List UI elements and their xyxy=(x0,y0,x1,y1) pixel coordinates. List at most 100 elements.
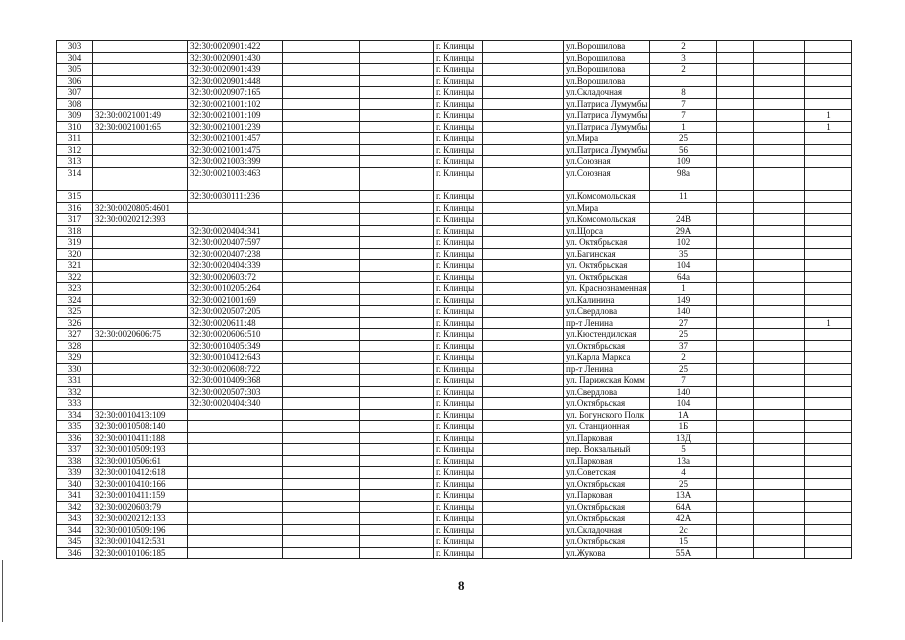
cell-house xyxy=(649,201,718,214)
cell-cad2 xyxy=(187,546,283,559)
cell-cad2 xyxy=(187,408,283,421)
cell-num: 335 xyxy=(56,420,93,433)
cell-city: г. Клинцы xyxy=(433,328,483,341)
cell-c11 xyxy=(753,132,806,145)
cell-num: 315 xyxy=(56,190,93,203)
table-row: 346 32:30:0010106:185 г. Клинцы ул.Жукова 55… xyxy=(56,546,853,559)
cell-c5 xyxy=(359,351,434,364)
cell-c5 xyxy=(359,489,434,502)
cell-c4 xyxy=(282,236,360,249)
cell-cad2: 32:30:0021001:239 xyxy=(187,120,283,133)
table-row: 315 32:30:0030111:236 г. Клинцы ул.Комсомол… xyxy=(56,190,853,203)
table-body: 303 32:30:0020901:422 г. Клинцы ул.Ворошило… xyxy=(56,40,853,559)
table-row: 337 32:30:0010509:193 г. Клинцы пер. Вокзал… xyxy=(56,443,853,456)
cell-cad2 xyxy=(187,420,283,433)
cell-street: ул.Парковая xyxy=(562,489,651,502)
cell-city: г. Клинцы xyxy=(433,431,483,444)
cell-street: ул. Октябрьская xyxy=(562,236,651,249)
cell-c4 xyxy=(282,155,360,168)
cell-house: 25 xyxy=(649,362,718,375)
cell-street: ул. Октябрьская xyxy=(562,259,651,272)
cell-c4 xyxy=(282,201,360,214)
cell-cad1 xyxy=(92,305,188,318)
cell-num: 303 xyxy=(56,40,93,53)
cell-c11 xyxy=(753,351,806,364)
cell-c7 xyxy=(482,166,564,191)
cell-c10 xyxy=(716,512,755,525)
cell-num: 340 xyxy=(56,477,93,490)
cell-cad2: 32:30:0020404:340 xyxy=(187,397,283,410)
cell-c5 xyxy=(359,523,434,536)
cell-num: 312 xyxy=(56,143,93,156)
cell-house xyxy=(649,74,718,87)
cell-num: 327 xyxy=(56,328,93,341)
cell-c7 xyxy=(482,443,564,456)
cell-cad1 xyxy=(92,236,188,249)
cell-c12 xyxy=(804,143,853,156)
cell-c4 xyxy=(282,305,360,318)
cell-c5 xyxy=(359,454,434,467)
cell-street: ул.Союзная xyxy=(562,155,651,168)
cell-cad2: 32:30:0021003:399 xyxy=(187,155,283,168)
cell-city: г. Клинцы xyxy=(433,224,483,237)
cell-c10 xyxy=(716,166,755,191)
cell-c4 xyxy=(282,270,360,283)
cell-c7 xyxy=(482,512,564,525)
cell-num: 345 xyxy=(56,535,93,548)
cell-city: г. Клинцы xyxy=(433,270,483,283)
cell-c7 xyxy=(482,385,564,398)
cell-c7 xyxy=(482,351,564,364)
cell-num: 326 xyxy=(56,316,93,329)
cell-c11 xyxy=(753,190,806,203)
table-row: 335 32:30:0010508:140 г. Клинцы ул. Станцио… xyxy=(56,420,853,433)
cell-c12 xyxy=(804,224,853,237)
cell-cad2 xyxy=(187,512,283,525)
cell-c4 xyxy=(282,293,360,306)
cell-city: г. Клинцы xyxy=(433,51,483,64)
cell-street: ул.Советская xyxy=(562,466,651,479)
cell-c12 xyxy=(804,535,853,548)
cell-c11 xyxy=(753,63,806,76)
cell-num: 316 xyxy=(56,201,93,214)
cell-street: ул.Кюстендилская xyxy=(562,328,651,341)
cell-city: г. Клинцы xyxy=(433,420,483,433)
cell-c10 xyxy=(716,236,755,249)
cell-city: г. Клинцы xyxy=(433,397,483,410)
cell-c12 xyxy=(804,362,853,375)
cell-c10 xyxy=(716,259,755,272)
cell-c4 xyxy=(282,477,360,490)
cell-cad1: 32:30:0020212:133 xyxy=(92,512,188,525)
cell-cad2: 32:30:0020608:722 xyxy=(187,362,283,375)
cell-cad1: 32:30:0020603:79 xyxy=(92,500,188,513)
cell-city: г. Клинцы xyxy=(433,362,483,375)
cell-house: 56 xyxy=(649,143,718,156)
table-row: 322 32:30:0020603:72 г. Клинцы ул. Октябрьс… xyxy=(56,270,853,283)
cell-c10 xyxy=(716,51,755,64)
cell-city: г. Клинцы xyxy=(433,351,483,364)
cell-num: 338 xyxy=(56,454,93,467)
cell-cad2: 32:30:0010205:264 xyxy=(187,282,283,295)
cell-street: ул. Краснознаменная xyxy=(562,282,651,295)
cell-street: ул. Станционная xyxy=(562,420,651,433)
cell-c12 xyxy=(804,97,853,110)
cell-cad2 xyxy=(187,535,283,548)
cell-c10 xyxy=(716,362,755,375)
cell-num: 328 xyxy=(56,339,93,352)
table-row: 325 32:30:0020507:205 г. Клинцы ул.Свердлов… xyxy=(56,305,853,318)
cell-c10 xyxy=(716,120,755,133)
cell-c7 xyxy=(482,546,564,559)
cell-house: 24В xyxy=(649,213,718,226)
cell-cad2: 32:30:0020404:339 xyxy=(187,259,283,272)
cell-street: ул.Патриса Лумумбы xyxy=(562,143,651,156)
cell-street: ул.Калинина xyxy=(562,293,651,306)
cell-cad2: 32:30:0021001:475 xyxy=(187,143,283,156)
cell-c12 xyxy=(804,51,853,64)
cell-house: 1Б xyxy=(649,420,718,433)
cell-c4 xyxy=(282,512,360,525)
cell-c5 xyxy=(359,443,434,456)
cell-c10 xyxy=(716,201,755,214)
cell-cad1 xyxy=(92,40,188,53)
cell-c10 xyxy=(716,155,755,168)
cell-c10 xyxy=(716,408,755,421)
table-row: 330 32:30:0020608:722 г. Клинцы пр-т Ленина… xyxy=(56,362,853,375)
